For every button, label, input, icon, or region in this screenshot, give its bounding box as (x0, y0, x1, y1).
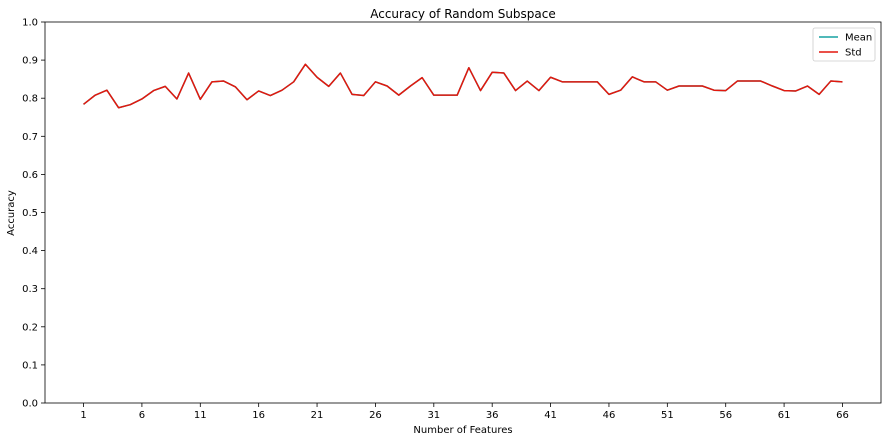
x-tick-label: 6 (139, 410, 145, 421)
x-tick-label: 61 (778, 410, 791, 421)
x-tick-label: 36 (486, 410, 499, 421)
legend-label-mean: Mean (845, 33, 872, 44)
legend-label-std: Std (845, 48, 862, 59)
y-tick-label: 0.1 (22, 360, 38, 371)
y-tick-label: 0.3 (22, 284, 38, 295)
y-tick-label: 0.9 (22, 56, 38, 67)
x-tick-label: 41 (544, 410, 557, 421)
x-tick-label: 56 (719, 410, 732, 421)
x-tick-label: 16 (252, 410, 265, 421)
plot-frame (44, 21, 882, 404)
chart-title: Accuracy of Random Subspace (370, 7, 556, 21)
x-tick-label: 51 (661, 410, 674, 421)
x-tick-label: 21 (311, 410, 324, 421)
x-tick-label: 66 (836, 410, 849, 421)
x-tick-label: 26 (369, 410, 382, 421)
x-tick-label: 46 (603, 410, 616, 421)
x-tick-label: 1 (80, 410, 86, 421)
y-tick-label: 0.0 (22, 399, 38, 410)
series-layer (83, 63, 843, 109)
ticks: 1 6 11 16 21 26 31 36 41 46 51 56 61 660.00.10.20.30.… (22, 18, 849, 422)
legend: Mean Std (812, 27, 876, 62)
y-tick-label: 0.8 (22, 94, 38, 105)
axes (44, 21, 882, 404)
y-tick-label: 0.7 (22, 132, 38, 143)
y-tick-label: 0.6 (22, 170, 38, 181)
series-line-mean (83, 63, 843, 109)
x-tick-label: 31 (427, 410, 440, 421)
series-line-std (83, 63, 843, 109)
x-tick-label: 11 (194, 410, 207, 421)
x-axis-title: Number of Features (413, 425, 512, 436)
y-axis-title: Accuracy (6, 190, 17, 236)
y-tick-label: 0.4 (22, 246, 38, 257)
y-tick-label: 0.5 (22, 208, 38, 219)
y-tick-label: 0.2 (22, 322, 38, 333)
y-tick-label: 1.0 (22, 18, 38, 29)
